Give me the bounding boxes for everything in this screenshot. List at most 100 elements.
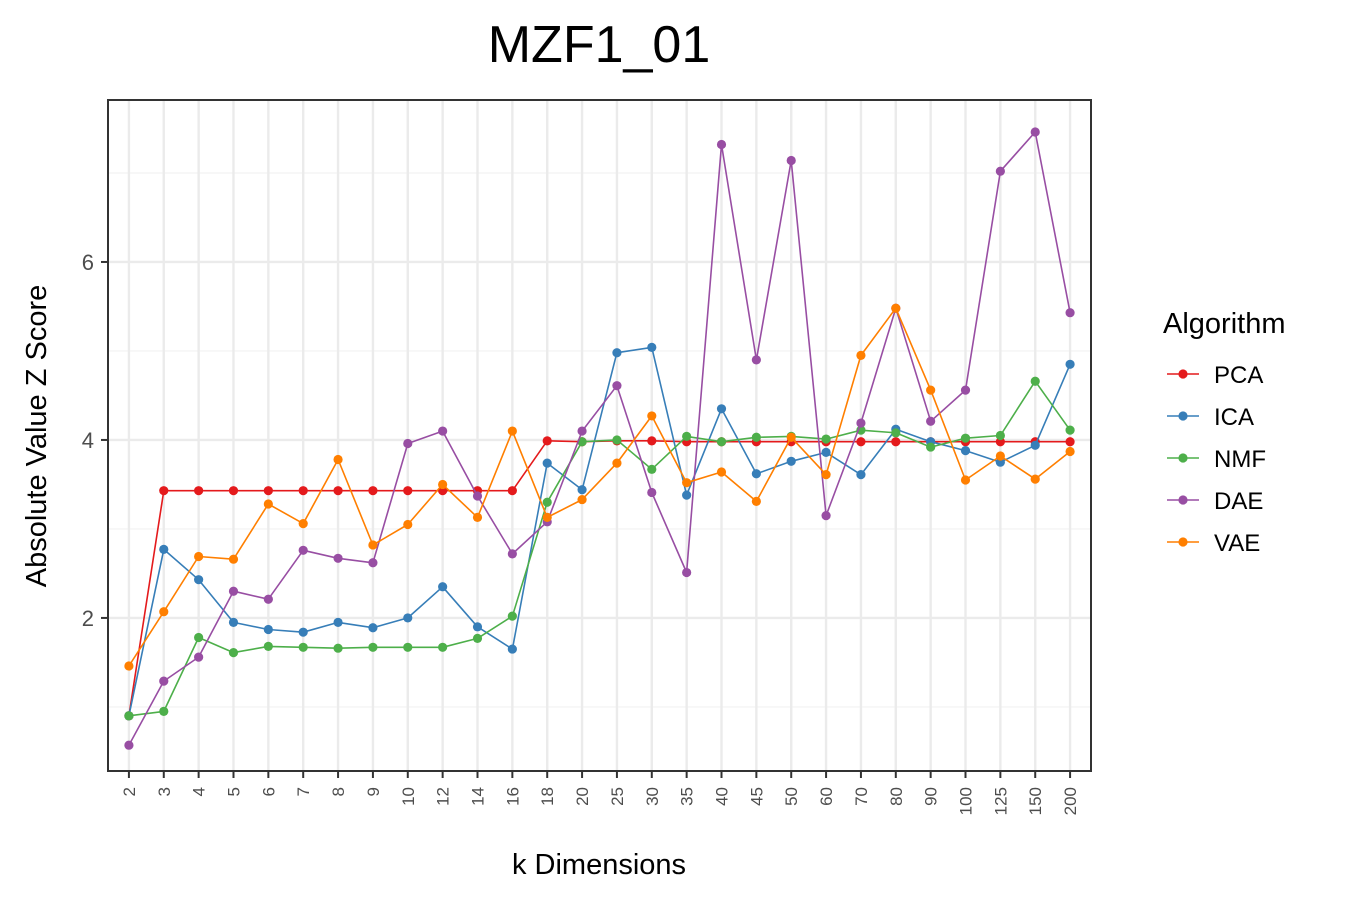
- data-point: [647, 436, 657, 446]
- x-tick-label: 10: [399, 787, 418, 806]
- data-point: [542, 458, 552, 468]
- x-tick-label: 12: [434, 787, 453, 806]
- data-point: [194, 575, 204, 585]
- data-point: [577, 437, 587, 447]
- data-point: [403, 519, 413, 530]
- data-point: [856, 350, 866, 361]
- series-dae: [124, 127, 1075, 750]
- data-point: [891, 303, 901, 313]
- series-line-ica: [128, 346, 1071, 716]
- data-point: [1030, 474, 1040, 484]
- data-point: [856, 437, 866, 447]
- series-nmf: [124, 376, 1075, 721]
- data-point: [1030, 376, 1040, 386]
- data-point: [368, 540, 378, 550]
- chart-title: MZF1_01: [488, 16, 711, 74]
- data-point: [507, 426, 517, 436]
- data-point: [298, 627, 308, 637]
- legend-item-pca: PCA: [1167, 362, 1263, 389]
- series-line-nmf: [128, 380, 1071, 717]
- data-point: [507, 549, 517, 559]
- legend-item-nmf: NMF: [1167, 446, 1266, 473]
- data-point: [333, 617, 343, 627]
- legend-label: PCA: [1214, 362, 1263, 389]
- data-point: [682, 431, 692, 441]
- data-point: [612, 458, 622, 468]
- data-point: [298, 486, 308, 496]
- data-point: [472, 512, 483, 522]
- x-tick-label: 80: [887, 787, 906, 806]
- data-point: [333, 643, 343, 653]
- data-point: [1065, 425, 1075, 435]
- legend-label: VAE: [1214, 530, 1260, 557]
- x-tick-label: 3: [155, 787, 174, 796]
- data-point: [960, 385, 971, 395]
- data-point: [472, 491, 483, 501]
- data-point: [298, 519, 308, 529]
- data-point: [228, 554, 239, 564]
- x-tick-label: 100: [957, 787, 976, 815]
- data-point: [926, 442, 936, 452]
- data-point: [682, 478, 692, 488]
- data-point: [751, 469, 761, 479]
- data-point: [368, 486, 378, 496]
- data-point: [542, 497, 552, 507]
- data-point: [612, 348, 622, 358]
- legend-item-vae: VAE: [1167, 530, 1260, 557]
- data-point: [403, 642, 413, 652]
- data-point: [577, 426, 587, 436]
- data-point: [298, 545, 308, 555]
- data-point: [856, 418, 866, 428]
- data-point: [926, 385, 936, 395]
- data-point: [159, 544, 169, 555]
- x-tick-label: 125: [991, 787, 1010, 815]
- x-axis: 2 3 4 5 6 7 8 9 10 12 14 16 18 20 25 30 35 40 45 50 60 70 80 90…: [120, 771, 1080, 815]
- x-tick-label: 25: [608, 787, 627, 806]
- data-point: [612, 381, 622, 391]
- legend-key-point: [1178, 411, 1188, 421]
- data-point: [228, 648, 239, 658]
- data-point: [542, 512, 552, 522]
- plot-panel-border: [107, 99, 1092, 772]
- data-point: [751, 355, 761, 365]
- data-point: [647, 342, 657, 352]
- x-tick-label: 7: [294, 787, 313, 796]
- data-point: [926, 416, 936, 426]
- data-point: [960, 475, 971, 485]
- data-point: [612, 435, 622, 445]
- x-tick-label: 14: [468, 787, 487, 806]
- x-tick-label: 40: [713, 787, 732, 806]
- data-point: [960, 433, 971, 443]
- data-point: [298, 642, 308, 652]
- x-tick-label: 2: [120, 787, 139, 796]
- x-tick-label: 35: [678, 787, 697, 806]
- series-line-dae: [128, 131, 1071, 746]
- data-point: [159, 676, 169, 686]
- data-point: [472, 622, 483, 632]
- data-point: [821, 470, 831, 480]
- series-vae: [124, 303, 1075, 671]
- series-line-vae: [128, 307, 1071, 667]
- data-point: [368, 558, 378, 568]
- legend-label: NMF: [1214, 446, 1266, 473]
- data-point: [263, 486, 273, 496]
- data-point: [124, 740, 134, 750]
- data-point: [821, 434, 831, 444]
- data-point: [194, 486, 204, 496]
- y-axis-title: Absolute Value Z Score: [21, 285, 53, 588]
- data-point: [751, 496, 761, 506]
- data-point: [403, 438, 413, 449]
- data-point: [368, 623, 378, 633]
- data-point: [786, 456, 796, 466]
- data-point: [647, 411, 657, 421]
- data-point: [263, 594, 273, 604]
- data-point: [577, 485, 587, 495]
- x-tick-label: 5: [224, 787, 243, 796]
- x-tick-label: 50: [782, 787, 801, 806]
- x-tick-label: 8: [329, 787, 348, 796]
- data-point: [647, 487, 657, 498]
- data-point: [403, 613, 413, 623]
- data-point: [403, 486, 413, 496]
- legend-key-point: [1178, 369, 1188, 379]
